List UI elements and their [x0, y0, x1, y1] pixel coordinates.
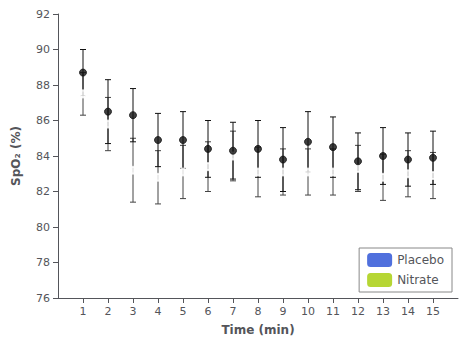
- svg-text:4: 4: [155, 305, 162, 318]
- svg-text:8: 8: [255, 305, 262, 318]
- svg-text:86: 86: [36, 114, 50, 127]
- svg-text:76: 76: [36, 292, 50, 305]
- svg-text:SpO₂ (%): SpO₂ (%): [9, 126, 23, 186]
- svg-text:1: 1: [80, 305, 87, 318]
- svg-text:Nitrate: Nitrate: [397, 273, 438, 287]
- svg-text:10: 10: [301, 305, 315, 318]
- svg-text:80: 80: [36, 221, 50, 234]
- svg-text:Time (min): Time (min): [221, 323, 294, 337]
- svg-text:Placebo: Placebo: [397, 253, 444, 267]
- svg-text:82: 82: [36, 185, 50, 198]
- svg-text:15: 15: [426, 305, 440, 318]
- svg-text:6: 6: [205, 305, 212, 318]
- svg-text:3: 3: [130, 305, 137, 318]
- svg-text:90: 90: [36, 43, 50, 56]
- svg-text:13: 13: [376, 305, 390, 318]
- svg-text:2: 2: [105, 305, 112, 318]
- svg-text:78: 78: [36, 256, 50, 269]
- svg-text:12: 12: [351, 305, 365, 318]
- svg-text:88: 88: [36, 79, 50, 92]
- svg-text:11: 11: [326, 305, 340, 318]
- svg-text:7: 7: [230, 305, 237, 318]
- svg-text:5: 5: [180, 305, 187, 318]
- svg-text:92: 92: [36, 8, 50, 21]
- svg-text:84: 84: [36, 150, 50, 163]
- svg-text:9: 9: [280, 305, 287, 318]
- svg-text:14: 14: [401, 305, 415, 318]
